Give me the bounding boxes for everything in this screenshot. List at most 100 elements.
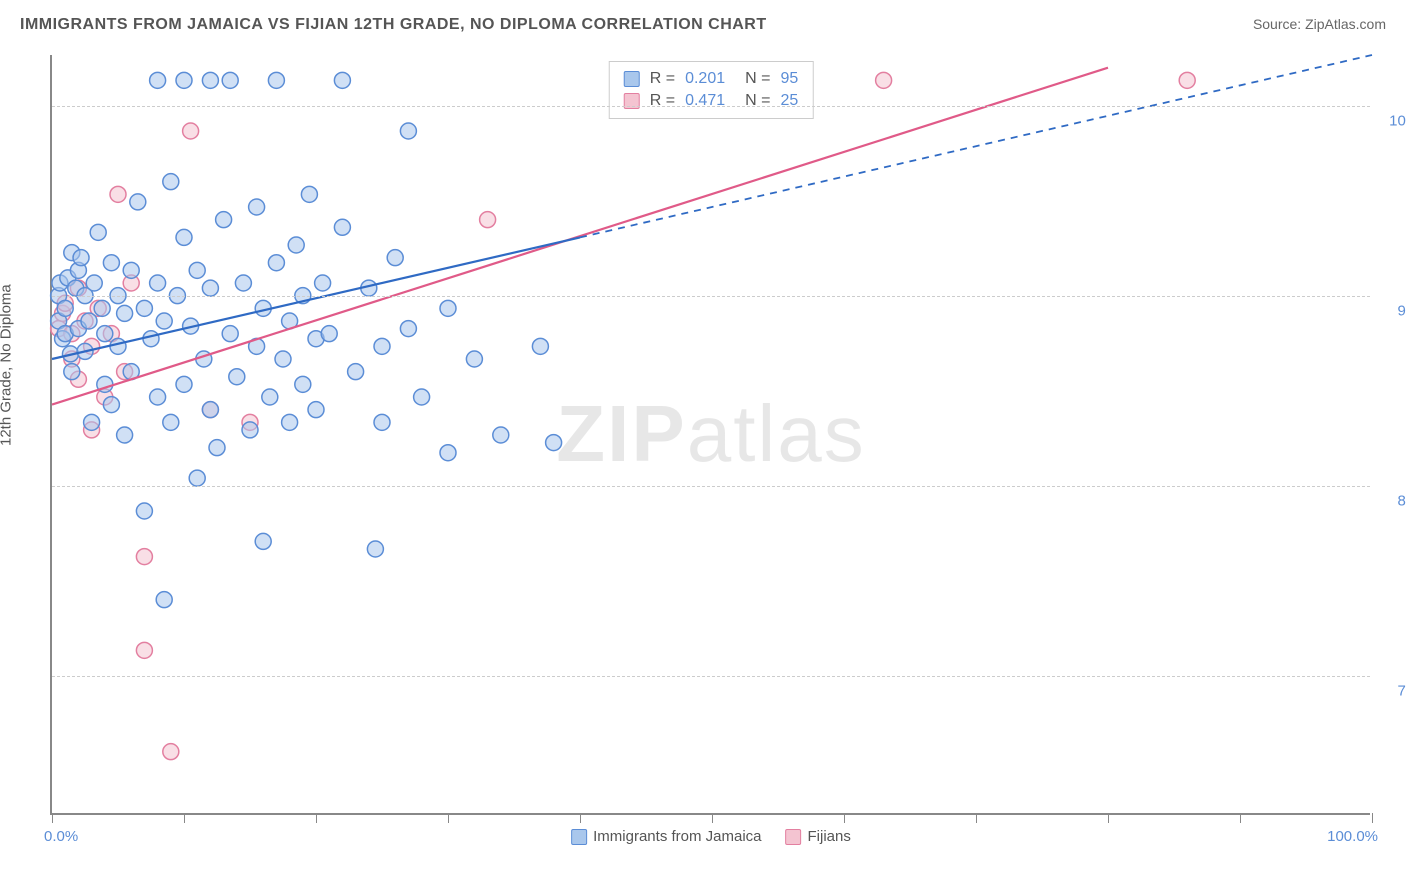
- data-point: [81, 313, 97, 329]
- legend-item-2: Fijians: [786, 828, 851, 845]
- data-point: [136, 642, 152, 658]
- data-point: [117, 305, 133, 321]
- data-point: [176, 229, 192, 245]
- data-point: [295, 376, 311, 392]
- data-point: [64, 364, 80, 380]
- x-tick: [580, 813, 581, 823]
- legend-top-row-1: R = 0.201 N = 95: [624, 68, 799, 90]
- data-point: [466, 351, 482, 367]
- data-point: [136, 300, 152, 316]
- swatch-series1b-icon: [571, 829, 587, 845]
- legend-item-1: Immigrants from Jamaica: [571, 828, 761, 845]
- data-point: [136, 503, 152, 519]
- data-point: [321, 326, 337, 342]
- data-point: [189, 262, 205, 278]
- x-tick: [1240, 813, 1241, 823]
- x-tick: [1372, 813, 1373, 823]
- data-point: [546, 435, 562, 451]
- x-label-min: 0.0%: [44, 828, 78, 845]
- data-point: [156, 592, 172, 608]
- x-tick: [1108, 813, 1109, 823]
- chart-title: IMMIGRANTS FROM JAMAICA VS FIJIAN 12TH G…: [20, 16, 767, 34]
- data-point: [202, 280, 218, 296]
- data-point: [90, 224, 106, 240]
- data-point: [117, 427, 133, 443]
- r-value-2: 0.471: [685, 92, 725, 110]
- data-point: [216, 212, 232, 228]
- data-point: [374, 414, 390, 430]
- n-label-2: N =: [745, 92, 770, 110]
- swatch-series2b-icon: [786, 829, 802, 845]
- data-point: [493, 427, 509, 443]
- r-value-1: 0.201: [685, 70, 725, 88]
- data-point: [176, 72, 192, 88]
- data-point: [176, 376, 192, 392]
- data-point: [242, 422, 258, 438]
- data-point: [275, 351, 291, 367]
- data-point: [255, 533, 271, 549]
- data-point: [374, 338, 390, 354]
- data-point: [440, 445, 456, 461]
- legend2-label: Fijians: [808, 828, 851, 845]
- data-point: [387, 250, 403, 266]
- data-point: [150, 389, 166, 405]
- x-tick: [844, 813, 845, 823]
- data-point: [150, 72, 166, 88]
- r-label-1: R =: [650, 70, 675, 88]
- data-point: [334, 72, 350, 88]
- data-point: [334, 219, 350, 235]
- n-value-2: 25: [780, 92, 798, 110]
- data-point: [143, 331, 159, 347]
- data-point: [123, 262, 139, 278]
- data-point: [288, 237, 304, 253]
- y-tick-label: 100.0%: [1380, 112, 1406, 129]
- data-point: [229, 369, 245, 385]
- data-point: [414, 389, 430, 405]
- data-point: [183, 123, 199, 139]
- data-point: [315, 275, 331, 291]
- x-tick: [184, 813, 185, 823]
- x-tick: [448, 813, 449, 823]
- data-point: [110, 338, 126, 354]
- data-point: [202, 72, 218, 88]
- data-point: [249, 199, 265, 215]
- r-label-2: R =: [650, 92, 675, 110]
- data-point: [268, 255, 284, 271]
- swatch-series1-icon: [624, 71, 640, 87]
- data-point: [268, 72, 284, 88]
- data-point: [532, 338, 548, 354]
- legend-top-row-2: R = 0.471 N = 25: [624, 90, 799, 112]
- data-point: [348, 364, 364, 380]
- data-point: [86, 275, 102, 291]
- data-point: [400, 123, 416, 139]
- data-point: [222, 326, 238, 342]
- x-tick: [976, 813, 977, 823]
- data-point: [308, 402, 324, 418]
- data-point: [209, 440, 225, 456]
- data-point: [235, 275, 251, 291]
- data-point: [84, 414, 100, 430]
- data-point: [57, 300, 73, 316]
- gridline: [52, 486, 1370, 487]
- data-point: [1179, 72, 1195, 88]
- legend-bottom: Immigrants from Jamaica Fijians: [571, 828, 851, 845]
- plot-svg: [52, 55, 1370, 813]
- n-label-1: N =: [745, 70, 770, 88]
- data-point: [97, 326, 113, 342]
- legend-top: R = 0.201 N = 95 R = 0.471 N = 25: [609, 61, 814, 119]
- y-tick-label: 92.5%: [1380, 302, 1406, 319]
- data-point: [282, 414, 298, 430]
- y-axis-label: 12th Grade, No Diploma: [0, 284, 15, 446]
- data-point: [189, 470, 205, 486]
- data-point: [103, 397, 119, 413]
- x-tick: [52, 813, 53, 823]
- data-point: [163, 744, 179, 760]
- data-point: [130, 194, 146, 210]
- data-point: [94, 300, 110, 316]
- data-point: [156, 313, 172, 329]
- x-tick: [316, 813, 317, 823]
- data-point: [876, 72, 892, 88]
- data-point: [110, 186, 126, 202]
- x-label-max: 100.0%: [1327, 828, 1378, 845]
- data-point: [73, 250, 89, 266]
